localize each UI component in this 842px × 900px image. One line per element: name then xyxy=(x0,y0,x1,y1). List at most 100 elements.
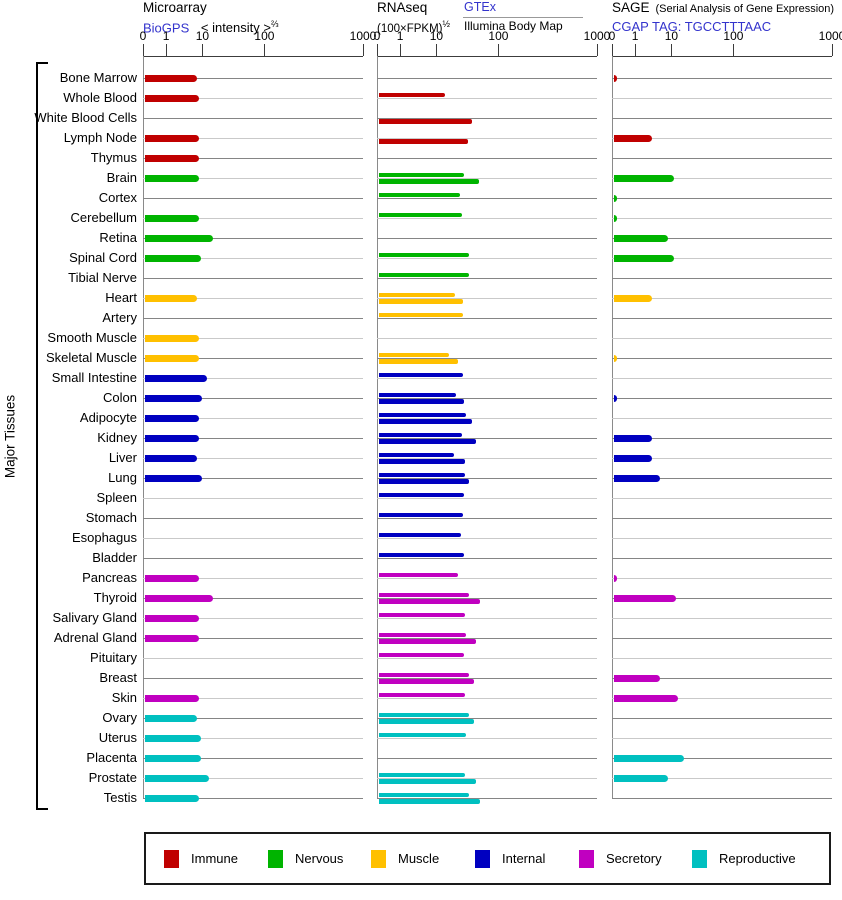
row-gridline xyxy=(612,798,832,799)
row-gridline xyxy=(612,518,832,519)
bar-rnaseq-illumina xyxy=(379,799,480,804)
bar-rnaseq-illumina xyxy=(379,679,475,684)
row-gridline xyxy=(143,298,363,299)
row-gridline xyxy=(612,458,832,459)
bar-rnaseq-gtex xyxy=(379,533,462,537)
row-gridline xyxy=(377,338,597,339)
bar-microarray xyxy=(145,615,199,622)
tissue-label: Stomach xyxy=(85,510,137,525)
tissue-label: Skin xyxy=(111,690,137,705)
tissue-label: Whole Blood xyxy=(63,90,137,105)
bar-microarray xyxy=(145,155,199,162)
illumina-body-map-label: Illumina Body Map xyxy=(464,19,563,33)
row-gridline xyxy=(143,78,363,79)
bar-sage xyxy=(614,295,653,302)
row-gridline xyxy=(612,778,832,779)
bar-rnaseq-gtex xyxy=(379,773,466,777)
tissue-label: Adrenal Gland xyxy=(53,630,137,645)
row-gridline xyxy=(143,358,363,359)
row-gridline xyxy=(143,558,363,559)
tissue-label: Small Intestine xyxy=(51,370,137,385)
row-gridline xyxy=(143,278,363,279)
rnaseq-header: RNAseq (100×FPKM)½ xyxy=(377,0,450,37)
axis-tick-label: 10 xyxy=(195,29,210,43)
bar-rnaseq-illumina xyxy=(379,639,477,644)
axis-zero-line xyxy=(377,56,378,798)
bar-sage xyxy=(614,695,679,702)
row-gridline xyxy=(612,138,832,139)
axis-tick-label: 10 xyxy=(664,29,679,43)
bar-rnaseq-illumina xyxy=(379,119,473,124)
tissue-label: Bone Marrow xyxy=(59,70,137,85)
row-gridline xyxy=(377,538,597,539)
row-gridline xyxy=(612,658,832,659)
bar-microarray xyxy=(145,455,197,462)
axis-tick xyxy=(143,44,144,56)
axis-tick xyxy=(202,44,204,56)
tissue-label: Esophagus xyxy=(71,530,137,545)
axis-tick xyxy=(363,44,364,56)
tissue-label: Brain xyxy=(106,170,137,185)
row-gridline xyxy=(377,738,597,739)
bar-rnaseq-gtex xyxy=(379,733,466,737)
bar-microarray xyxy=(145,475,203,482)
bar-microarray xyxy=(145,135,199,142)
row-gridline xyxy=(377,478,597,479)
bar-rnaseq-gtex xyxy=(379,93,446,97)
bar-microarray xyxy=(145,735,201,742)
tissue-label: Heart xyxy=(105,290,137,305)
row-gridline xyxy=(612,478,832,479)
row-gridline xyxy=(377,578,597,579)
row-gridline xyxy=(612,618,832,619)
tissue-label: Adipocyte xyxy=(79,410,137,425)
row-gridline xyxy=(612,338,832,339)
bar-rnaseq-gtex xyxy=(379,673,469,677)
row-gridline xyxy=(612,118,832,119)
tissue-label: Cortex xyxy=(98,190,137,205)
bar-rnaseq-illumina xyxy=(379,399,465,404)
legend-swatch-reproductive xyxy=(692,850,707,868)
bar-microarray xyxy=(145,215,199,222)
legend-swatch-secretory xyxy=(579,850,594,868)
bar-rnaseq-gtex xyxy=(379,553,465,557)
tissue-label: Artery xyxy=(102,310,137,325)
bar-microarray xyxy=(145,75,197,82)
bar-microarray xyxy=(145,435,199,442)
bar-rnaseq-illumina xyxy=(379,299,464,304)
row-gridline xyxy=(377,118,597,119)
tissue-label: Spinal Cord xyxy=(69,250,137,265)
bar-rnaseq-gtex xyxy=(379,513,464,517)
bar-sage xyxy=(614,75,617,82)
row-gridline xyxy=(612,598,832,599)
bar-rnaseq-gtex xyxy=(379,633,466,637)
row-gridline xyxy=(377,378,597,379)
row-gridline xyxy=(612,578,832,579)
axis-tick xyxy=(264,44,266,56)
cgap-tag-link[interactable]: CGAP TAG: TGCCTTTAAC xyxy=(612,19,772,34)
bar-sage xyxy=(614,455,653,462)
axis-zero-line xyxy=(612,56,613,798)
tissue-label: Prostate xyxy=(88,770,137,785)
bar-rnaseq-gtex xyxy=(379,213,463,217)
axis-tick xyxy=(832,44,833,56)
bar-sage xyxy=(614,135,653,142)
bar-microarray xyxy=(145,295,197,302)
row-gridline xyxy=(143,238,363,239)
bar-rnaseq-gtex xyxy=(379,573,458,577)
gtex-link[interactable]: GTEx xyxy=(464,0,496,14)
bar-microarray xyxy=(145,715,197,722)
row-gridline xyxy=(377,298,597,299)
row-gridline xyxy=(377,778,597,779)
axis-tick-label: 100 xyxy=(488,29,509,43)
bar-rnaseq-gtex xyxy=(379,373,464,377)
tissue-label: Salivary Gland xyxy=(52,610,137,625)
tissue-label: Ovary xyxy=(102,710,137,725)
row-gridline xyxy=(377,618,597,619)
bar-rnaseq-illumina xyxy=(379,179,479,184)
axis-baseline xyxy=(143,56,363,57)
tissue-label: Uterus xyxy=(98,730,137,745)
biogps-link[interactable]: BioGPS xyxy=(143,20,190,36)
rnaseq-sources: GTEx xyxy=(464,0,496,15)
bar-sage xyxy=(614,435,653,442)
